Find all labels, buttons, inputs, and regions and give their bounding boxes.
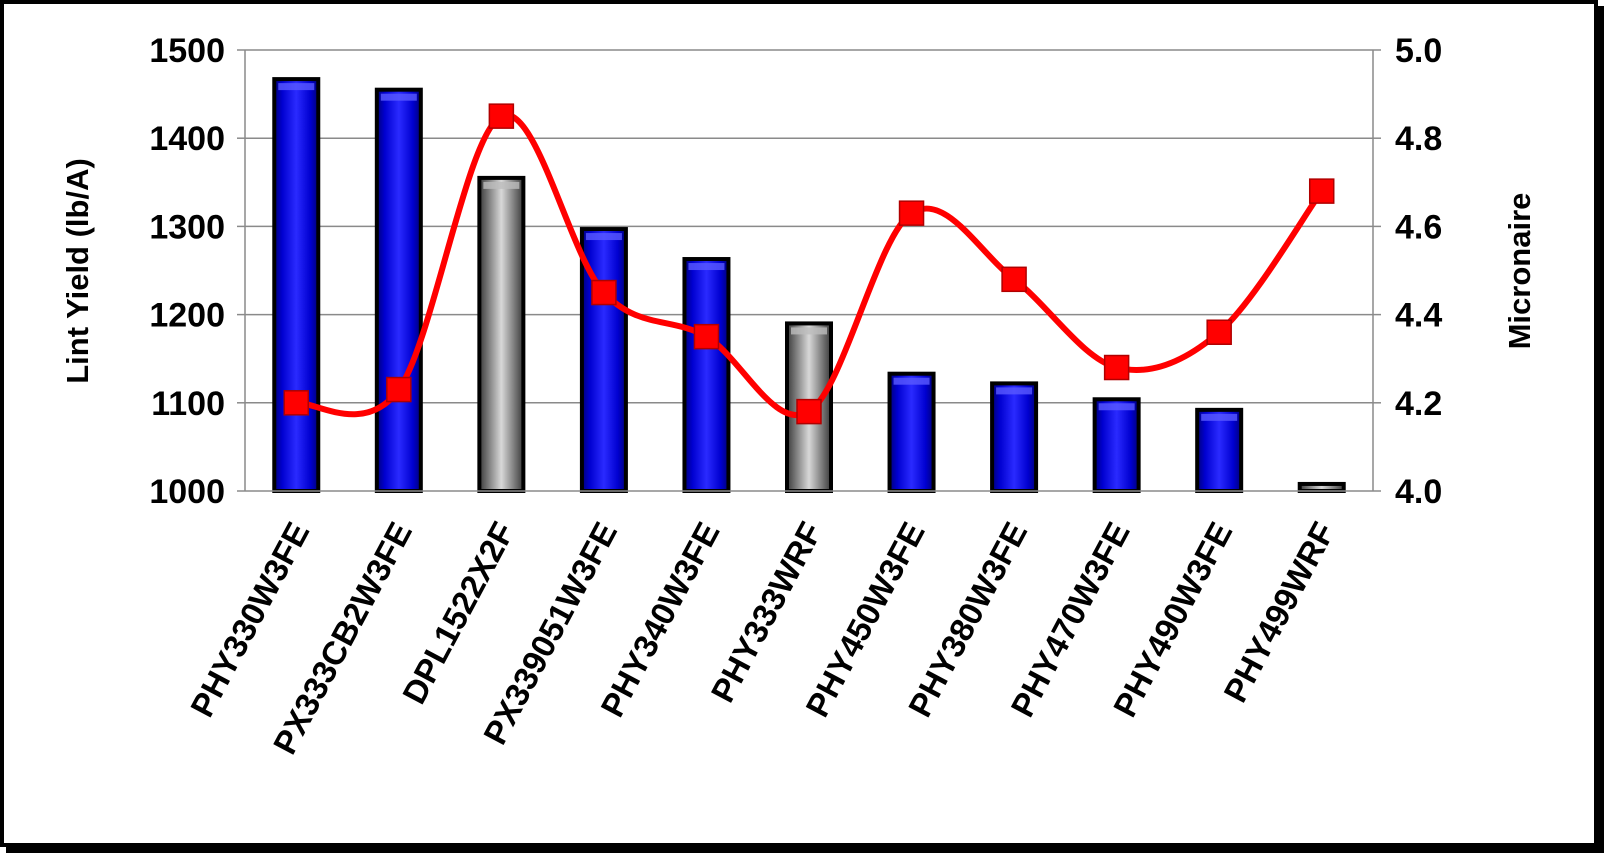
micronaire-line	[283, 103, 1335, 425]
bar	[682, 257, 731, 493]
category-label: DPL1522X2F	[395, 516, 522, 710]
right-tick-label: 4.2	[1395, 385, 1442, 423]
bar-highlight	[380, 93, 417, 101]
bar-highlight	[278, 83, 315, 91]
bar-highlight	[893, 377, 930, 385]
category-label: PHY333WRF	[704, 516, 830, 708]
right-tick-label: 4.8	[1395, 120, 1442, 158]
y2-axis-title: Micronaire	[1502, 193, 1537, 350]
micronaire-marker	[591, 279, 617, 306]
right-tick-label: 4.4	[1395, 297, 1442, 335]
left-tick-label: 1400	[149, 120, 225, 158]
micronaire-marker	[1206, 319, 1232, 345]
bar	[272, 77, 321, 494]
bar	[1195, 407, 1244, 493]
right-tick-label: 4.6	[1395, 208, 1442, 246]
bar-highlight	[1098, 403, 1135, 411]
micronaire-marker	[796, 398, 822, 425]
bar	[374, 87, 423, 493]
micronaire-marker	[386, 376, 412, 403]
left-tick-label: 1500	[149, 32, 225, 70]
left-tick-label: 1200	[149, 297, 225, 335]
micronaire-marker	[1103, 354, 1130, 381]
bar	[785, 321, 833, 494]
bar-highlight	[996, 387, 1033, 395]
gridlines	[245, 49, 1373, 404]
bar-highlight	[1201, 413, 1238, 421]
micronaire-marker	[1001, 266, 1027, 293]
y-axis-title: Lint Yield (lb/A)	[60, 158, 95, 384]
left-tick-label: 1000	[149, 473, 225, 511]
left-tick-label: 1300	[149, 208, 225, 246]
right-tick-label: 4.0	[1395, 473, 1442, 511]
axes	[237, 49, 1381, 492]
bar	[1297, 481, 1346, 493]
micronaire-marker	[693, 323, 720, 350]
bar-highlight	[791, 327, 827, 335]
bar	[887, 371, 936, 493]
right-tick-label: 5.0	[1395, 32, 1442, 70]
micronaire-marker	[488, 103, 515, 129]
bar	[990, 381, 1039, 493]
bar	[1092, 397, 1141, 493]
bar-highlight	[483, 181, 520, 189]
bar	[477, 175, 526, 493]
category-label: PHY499WRF	[1216, 516, 1342, 708]
bar-highlight	[688, 263, 725, 271]
micronaire-marker	[898, 200, 925, 226]
micronaire-marker	[1308, 178, 1335, 204]
micronaire-marker	[283, 390, 310, 416]
left-tick-label: 1100	[151, 385, 225, 423]
bar-highlight	[585, 233, 622, 241]
